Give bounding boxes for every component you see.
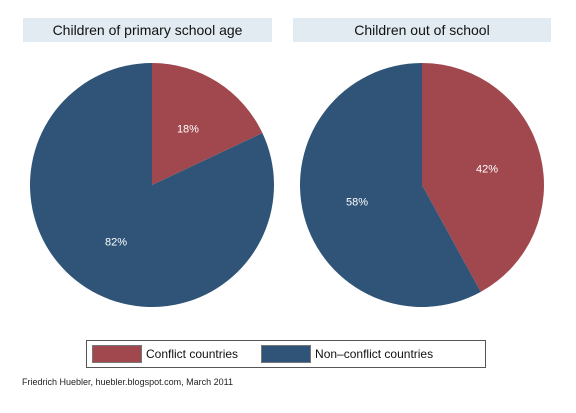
legend-swatch-non-conflict xyxy=(261,345,312,363)
pie1-slice-non-conflict xyxy=(29,63,274,307)
legend-label-conflict: Conflict countries xyxy=(146,347,239,361)
chart-title-primary-age: Children of primary school age xyxy=(23,18,272,42)
legend-item-non-conflict: Non–conflict countries xyxy=(256,345,433,363)
source-note: Friedrich Huebler, huebler.blogspot.com,… xyxy=(22,377,233,387)
pie1-slice-conflict xyxy=(152,63,263,185)
chart-title-out-of-school: Children out of school xyxy=(293,18,551,42)
pie2-slice-non-conflict xyxy=(299,63,481,307)
legend-item-conflict: Conflict countries xyxy=(87,345,238,363)
pie2-slice-conflict xyxy=(422,63,544,292)
pie2-label-non-conflict: 58% xyxy=(346,197,368,209)
pie1-label-non-conflict: 82% xyxy=(105,237,127,249)
pie2-label-conflict: 42% xyxy=(476,163,498,175)
legend-swatch-conflict xyxy=(92,345,142,363)
pie1-label-conflict: 18% xyxy=(177,123,199,135)
legend: Conflict countries Non–conflict countrie… xyxy=(86,340,486,368)
legend-label-non-conflict: Non–conflict countries xyxy=(315,347,434,361)
